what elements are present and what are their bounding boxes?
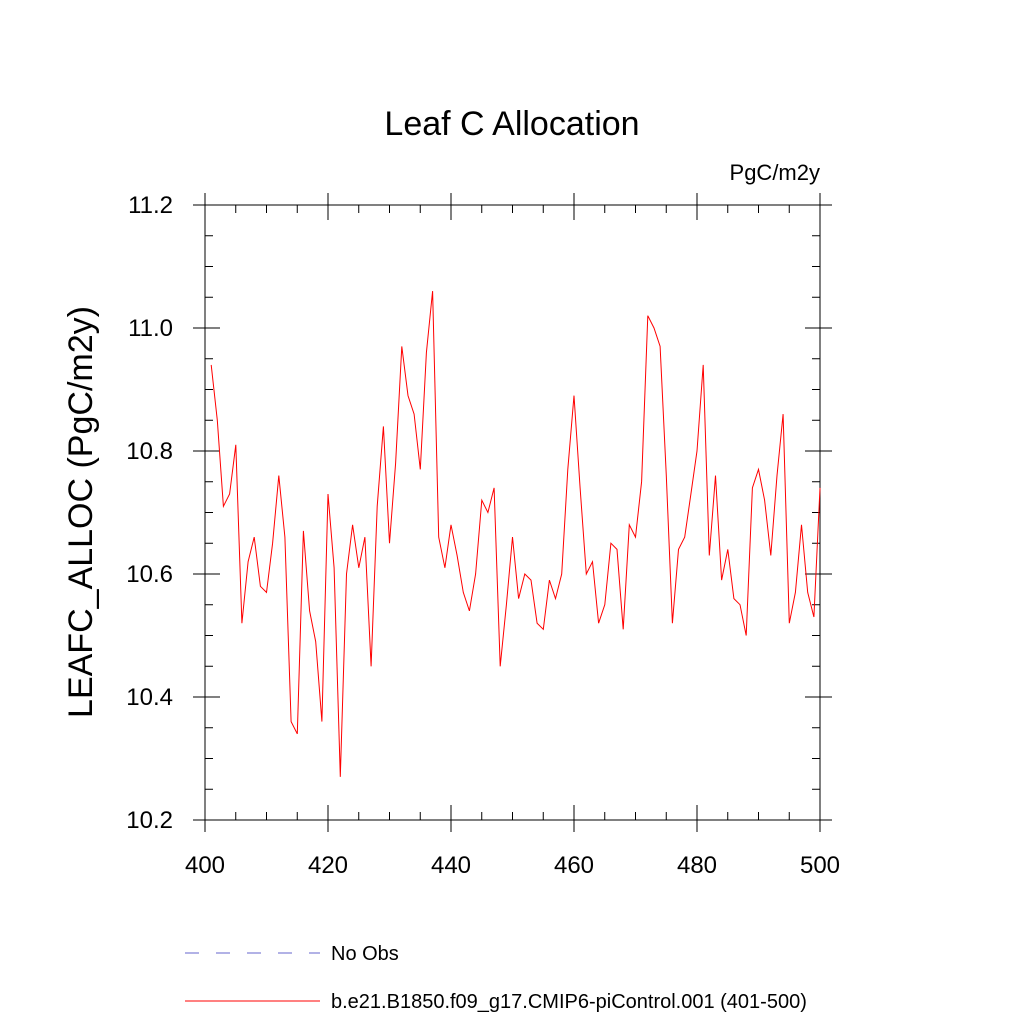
y-tick-label: 10.8 [126, 438, 173, 465]
axes: 400 420 440 460 480 500 10.2 10.4 10.6 10.8 11.0 11… [126, 192, 840, 879]
x-tick-label: 400 [185, 852, 225, 879]
series-line-model [210, 291, 821, 777]
legend: No Obs b.e21.B1850.f09_g17.CMIP6-piContr… [185, 943, 807, 1013]
y-tick-label: 11.0 [128, 315, 173, 342]
data-layer [210, 291, 821, 777]
y-axis-label: LEAFC_ALLOC (PgC/m2y) [62, 306, 100, 718]
y-tick-label: 10.4 [126, 684, 173, 711]
legend-label-model: b.e21.B1850.f09_g17.CMIP6-piControl.001 … [331, 991, 807, 1013]
x-tick-label: 460 [554, 852, 594, 879]
chart-title: Leaf C Allocation [384, 105, 639, 143]
x-tick-label: 480 [677, 852, 717, 879]
x-tick-label: 440 [431, 852, 471, 879]
legend-label-no-obs: No Obs [331, 943, 399, 965]
y-tick-label: 10.2 [126, 807, 173, 834]
x-tick-label: 420 [308, 852, 348, 879]
units-label: PgC/m2y [730, 160, 820, 185]
y-tick-label: 11.2 [128, 192, 173, 219]
y-tick-label: 10.6 [126, 561, 173, 588]
x-tick-label: 500 [800, 852, 840, 879]
